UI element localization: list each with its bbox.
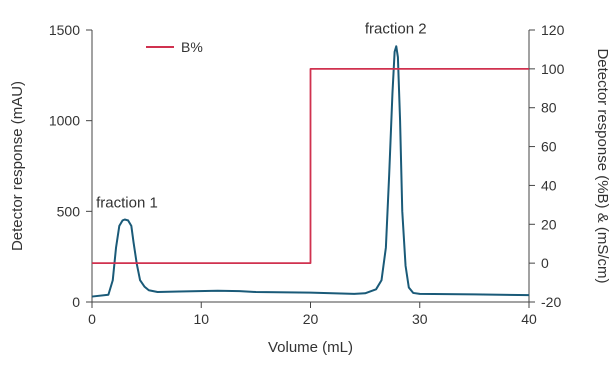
y-axis-title: Detector response (mAU) (9, 81, 26, 251)
y2-tick-label: 100 (541, 61, 565, 77)
x-tick-label: 30 (412, 311, 428, 327)
y2-tick-label: -20 (541, 294, 561, 310)
labels: fraction 1 fraction 2 B% Volume (mL) Detecto… (9, 21, 610, 356)
series-line-b-percent (92, 67, 529, 265)
x-tick-label: 40 (521, 311, 537, 327)
x-axis-title: Volume (mL) (268, 339, 353, 356)
y-tick-label: 1000 (49, 113, 80, 129)
y2-tick-label: 60 (541, 139, 557, 155)
peak-annotation: fraction 2 (365, 21, 427, 38)
x-tick-label: 0 (88, 311, 96, 327)
series-line-detector-mau (91, 45, 530, 298)
y2-tick-label: 40 (541, 177, 557, 193)
y2-tick-label: 120 (541, 22, 565, 38)
legend-label: B% (181, 39, 203, 55)
x-tick-label: 20 (303, 311, 319, 327)
y2-tick-label: 80 (541, 100, 557, 116)
y2-axis-title: Detector response (%B) & (mS/cm) (594, 48, 610, 283)
plot-area (91, 45, 530, 298)
peak-annotation: fraction 1 (96, 195, 158, 212)
y-tick-label: 0 (72, 294, 80, 310)
x-tick-label: 10 (193, 311, 209, 327)
axes: 0 10 20 30 40 0 500 1000 1500 -20 0 20 40 60 80 100 120 (49, 22, 565, 327)
y-tick-label: 500 (57, 203, 81, 219)
y2-tick-label: 0 (541, 255, 549, 271)
y-tick-label: 1500 (49, 22, 80, 38)
y2-tick-label: 20 (541, 216, 557, 232)
